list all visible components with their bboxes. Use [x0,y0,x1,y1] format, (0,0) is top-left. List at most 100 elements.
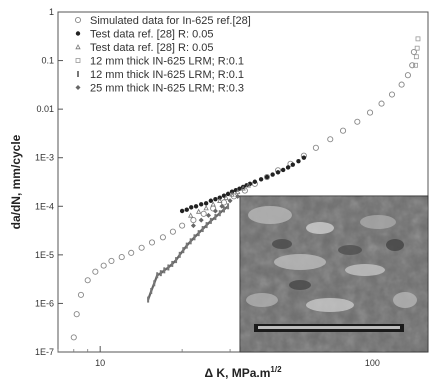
data-point [219,203,225,209]
data-point [409,62,416,69]
data-point [235,188,241,194]
micrograph-feature [248,206,292,224]
series-trace [147,205,229,300]
data-point [388,91,396,98]
data-point [227,203,230,210]
data-point [163,267,166,274]
y-axis-title: da/dN, mm/cycle [9,134,23,229]
legend-item: 25 mm thick IN-625 LRM; R:0.3 [75,83,244,95]
data-point [185,242,188,249]
data-point [415,36,421,42]
y-tick-label: 1E-3 [35,153,54,163]
data-point [354,118,361,125]
micrograph-feature [289,280,311,290]
data-point [229,191,235,197]
legend-label: 12 mm thick IN-625 LRM; R:0.1 [90,56,244,68]
data-point [414,45,420,51]
data-point [217,195,222,200]
x-axis-title: Δ K, MPa.m1/2 [204,365,282,380]
data-point [206,212,212,218]
micrograph-feature [306,222,334,234]
data-point [184,207,189,212]
data-point [150,288,153,295]
legend-item: 12 mm thick IN-625 LRM; R:0.1 [77,69,244,81]
series-layer [70,36,421,341]
data-point [240,185,246,191]
data-point [159,234,166,241]
micrograph-inset [239,195,429,353]
data-point [217,197,223,203]
legend-label: 12 mm thick IN-625 LRM; R:0.1 [90,69,244,81]
data-point [169,228,176,235]
data-point [252,179,258,184]
micrograph-feature [393,292,417,308]
data-point [410,48,417,56]
data-point [100,262,107,269]
micrograph-feature [386,239,404,251]
data-point [201,226,204,233]
data-point [208,198,214,203]
legend: Simulated data for In-625 ref.[28] Test d… [74,15,251,95]
data-point [378,100,385,107]
data-point [190,223,196,229]
data-point [301,155,307,160]
micrograph-feature [338,245,362,255]
data-point [189,238,192,245]
y-tick-label: 0.1 [41,56,54,66]
data-point [198,202,204,207]
data-point [214,214,217,221]
data-point [264,174,270,180]
data-point [209,217,212,224]
data-point [153,280,156,287]
data-point [210,201,216,207]
data-point [223,206,226,213]
data-point [195,208,202,214]
data-point [413,54,419,60]
data-point [404,72,411,79]
y-tick-label: 0.01 [36,104,54,114]
data-point [200,210,207,217]
data-point [312,144,319,151]
data-point [92,268,99,275]
x-tick-label: 100 [365,358,380,368]
y-tick-label: 1 [49,7,54,17]
micrograph-feature [360,215,396,229]
data-point [258,177,264,182]
data-point [178,251,181,258]
data-point [182,247,185,254]
y-tick-label: 1E-4 [35,201,54,211]
legend-label: Simulated data for In-625 ref.[28] [90,15,251,27]
data-point [138,244,145,251]
legend-item: 12 mm thick IN-625 LRM; R:0.1 [75,56,244,68]
data-point [237,186,242,191]
data-point [190,217,197,224]
legend-marker [75,58,81,63]
data-point [148,239,156,246]
legend-item: Simulated data for In-625 ref.[28] [74,15,251,27]
data-point [223,194,229,200]
data-point [203,201,209,206]
data-point [280,167,286,173]
data-point [70,334,77,341]
series-2 [179,155,307,214]
legend-item: Test data ref. [28] R: 0.05 [75,29,214,41]
data-point [213,196,218,202]
data-point [128,249,135,256]
data-point [227,198,233,204]
data-point [198,217,204,223]
data-point [189,205,194,210]
data-point [175,257,178,264]
series-6 [190,193,241,229]
data-point [290,162,296,167]
data-point [203,205,209,211]
data-point [270,172,275,177]
data-point [285,165,291,170]
data-point [179,222,186,229]
micrograph-feature [345,264,385,276]
y-tick-label: 1E-7 [35,347,54,357]
data-point [275,170,281,175]
data-point [167,264,170,271]
data-point [212,208,218,214]
